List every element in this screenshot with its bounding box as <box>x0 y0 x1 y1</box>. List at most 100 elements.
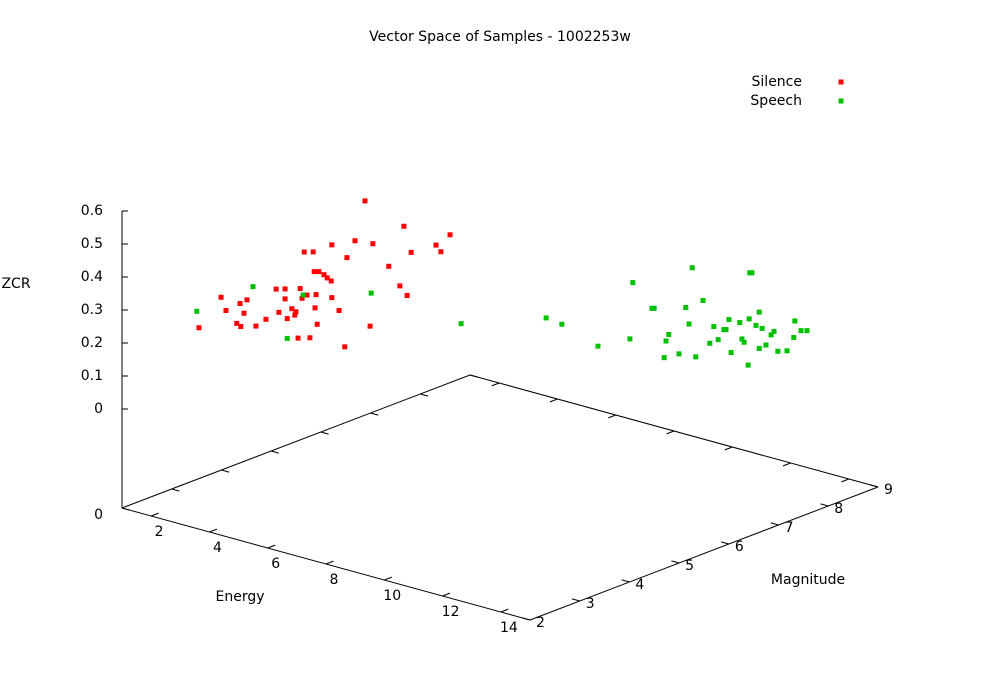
point <box>756 345 762 351</box>
point <box>784 348 790 354</box>
point <box>775 348 781 354</box>
point <box>723 327 729 333</box>
point <box>289 306 295 312</box>
point <box>711 324 717 330</box>
x-tick-label: 4 <box>213 540 222 556</box>
point <box>328 278 334 284</box>
point <box>310 249 316 255</box>
point <box>397 283 403 289</box>
point <box>301 249 307 255</box>
x-tick-label: 12 <box>442 604 460 620</box>
point <box>234 320 240 326</box>
z-base-tick-label: 0 <box>94 507 103 523</box>
y-tick <box>221 469 230 473</box>
z-tick-label: 0.6 <box>81 203 103 219</box>
point <box>683 305 689 311</box>
point <box>316 269 322 275</box>
point <box>559 321 565 327</box>
point <box>759 325 765 331</box>
x-tick <box>442 592 451 597</box>
point <box>693 354 699 360</box>
legend-label: Speech <box>750 93 802 109</box>
y-axis-label: Magnitude <box>771 572 845 588</box>
legend-label: Silence <box>752 74 802 90</box>
y-tick <box>770 522 779 526</box>
point <box>329 295 335 301</box>
x-tick <box>150 512 159 517</box>
base-edge <box>121 374 471 509</box>
point <box>336 308 342 314</box>
y-tick <box>522 617 531 621</box>
y-tick <box>870 484 879 488</box>
point <box>728 349 734 355</box>
y-tick <box>671 560 680 564</box>
legend-marker <box>838 98 844 104</box>
y-tick-label: 7 <box>785 520 794 536</box>
point <box>304 292 310 298</box>
point <box>746 316 752 322</box>
point <box>276 309 282 315</box>
point <box>792 318 798 324</box>
x-tick-label: 14 <box>500 620 518 636</box>
x-tick <box>384 576 392 581</box>
point <box>663 338 669 344</box>
point <box>715 337 721 343</box>
point <box>241 310 247 316</box>
y-tick <box>171 488 180 492</box>
x-tick <box>491 382 500 387</box>
x-tick <box>666 430 675 435</box>
point <box>293 309 299 315</box>
x-axis-label: Energy <box>215 589 264 605</box>
point <box>408 249 414 255</box>
y-tick <box>621 579 630 583</box>
point <box>244 297 250 303</box>
point <box>753 322 759 328</box>
x-tick <box>500 608 509 613</box>
point <box>737 320 743 326</box>
point <box>771 328 777 334</box>
z-tick-label: 0.1 <box>81 368 103 384</box>
point <box>543 315 549 321</box>
z-axis-label: ZCR <box>1 276 30 292</box>
point <box>700 297 706 303</box>
point <box>404 292 410 298</box>
point <box>726 317 732 323</box>
point <box>342 344 348 350</box>
x-tick-label: 6 <box>271 556 280 572</box>
x-tick-label: 8 <box>330 572 339 588</box>
x-tick <box>608 414 616 419</box>
point <box>791 335 797 341</box>
point <box>768 332 774 338</box>
x-tick <box>325 560 334 565</box>
point <box>666 332 672 337</box>
point <box>218 294 224 300</box>
point <box>321 272 327 278</box>
point <box>686 321 692 327</box>
point <box>299 295 305 301</box>
point <box>312 305 318 311</box>
point <box>627 336 633 342</box>
point <box>763 342 769 348</box>
y-tick <box>571 598 580 602</box>
point <box>689 265 695 271</box>
x-tick <box>724 446 733 451</box>
point <box>263 316 269 322</box>
point <box>804 328 810 334</box>
x-tick <box>267 544 276 549</box>
y-tick-label: 2 <box>536 615 545 631</box>
y-tick <box>420 393 429 397</box>
chart-title: Vector Space of Samples - 1002253w <box>369 29 631 45</box>
point <box>223 308 229 313</box>
point <box>196 325 202 331</box>
y-tick <box>469 374 478 378</box>
point <box>798 328 804 334</box>
point <box>282 286 288 292</box>
point <box>707 340 713 346</box>
point <box>329 242 335 248</box>
y-tick <box>820 503 829 507</box>
point <box>749 270 755 276</box>
point <box>313 292 319 298</box>
y-tick-label: 4 <box>635 577 644 593</box>
point <box>651 305 657 311</box>
